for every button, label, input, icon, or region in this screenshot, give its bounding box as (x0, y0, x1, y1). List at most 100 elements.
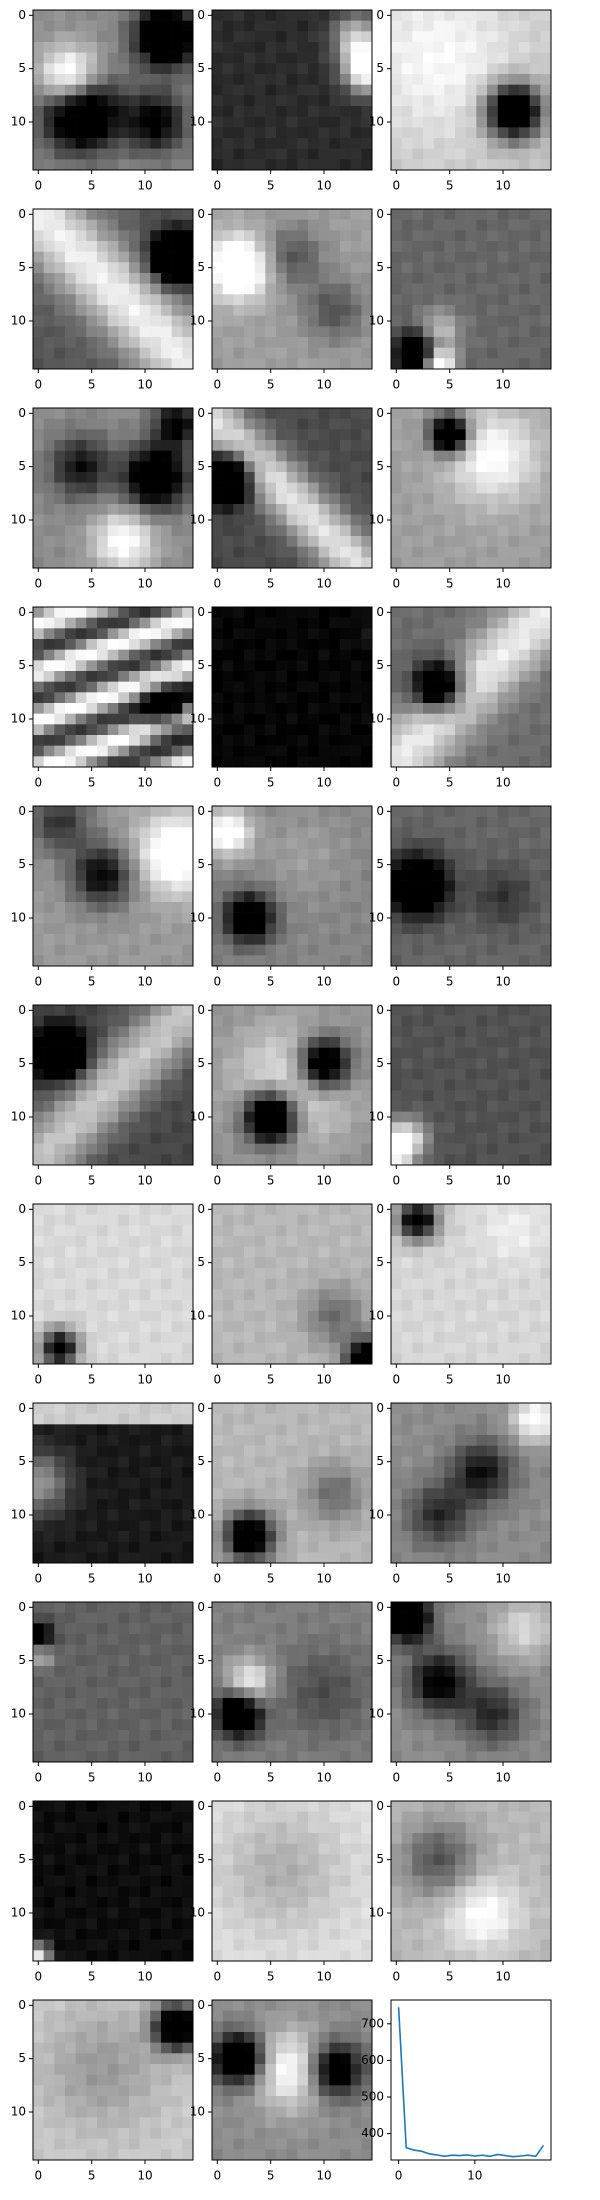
heatmap-cell (444, 724, 456, 736)
heatmap-cell (107, 209, 119, 220)
heatmap-cell (519, 649, 530, 661)
heatmap-cell (86, 880, 98, 892)
heatmap-cell (171, 1204, 183, 1215)
heatmap-cell (361, 1037, 373, 1048)
heatmap-cell (508, 429, 520, 441)
x-tick-label: 5 (446, 1174, 454, 1188)
heatmap-cell (254, 827, 266, 839)
heatmap-cell (54, 649, 66, 661)
heatmap-cell (308, 827, 319, 839)
heatmap-cell (54, 1257, 66, 1269)
heatmap-cell (508, 1268, 520, 1279)
heatmap-cell (361, 1005, 373, 1016)
heatmap-cell (455, 1026, 466, 1038)
heatmap-cell (391, 1300, 402, 1311)
heatmap-cell (318, 1236, 330, 1247)
x-tick-label: 5 (267, 776, 275, 790)
heatmap-cell (391, 347, 402, 359)
heatmap-cell (254, 138, 266, 149)
heatmap-cell (182, 671, 194, 682)
x-tick-label: 5 (88, 179, 96, 193)
heatmap-cell (519, 273, 530, 284)
heatmap-cell (97, 1214, 108, 1226)
heatmap-cell (433, 148, 445, 160)
heatmap-cell (391, 504, 402, 515)
heatmap-cell (222, 251, 234, 263)
heatmap-cell (54, 870, 66, 881)
heatmap-cell (318, 806, 330, 817)
heatmap-cell (244, 1225, 255, 1237)
heatmap-cell (222, 681, 234, 693)
heatmap-cell (233, 1300, 245, 1311)
heatmap-cell (233, 1058, 245, 1070)
heatmap-cell (212, 1005, 223, 1016)
heatmap-cell (540, 660, 552, 672)
heatmap-cell (465, 546, 477, 558)
heatmap-cell (329, 241, 341, 252)
heatmap-cell (455, 84, 466, 96)
heatmap-cell (244, 1037, 255, 1048)
heatmap-cell (86, 241, 98, 252)
heatmap-cell (497, 1332, 509, 1343)
heatmap-cell (476, 461, 488, 473)
heatmap-cell (54, 1069, 66, 1080)
heatmap-cell (244, 74, 255, 85)
heatmap-cell (529, 1143, 541, 1155)
heatmap-cell (150, 1154, 162, 1166)
heatmap-cell (529, 1342, 541, 1354)
heatmap-cell (444, 525, 456, 537)
heatmap-cell (118, 1332, 130, 1343)
heatmap-cell (265, 891, 277, 903)
heatmap-cell (233, 262, 245, 274)
heatmap-cell (529, 305, 541, 316)
heatmap-cell (329, 1122, 341, 1134)
heatmap-cell (65, 1111, 76, 1123)
heatmap-cell (297, 1079, 309, 1091)
heatmap-cell (455, 1079, 466, 1091)
heatmap-cell (318, 1321, 330, 1333)
heatmap-cell (212, 20, 223, 32)
heatmap-cell (33, 209, 44, 220)
heatmap-cell (361, 724, 373, 736)
heatmap-cell (519, 493, 530, 505)
heatmap-cell (308, 20, 319, 32)
heatmap-cell (508, 735, 520, 746)
heatmap-cell (97, 1246, 108, 1258)
heatmap-cell (329, 1047, 341, 1059)
heatmap-cell (340, 326, 351, 338)
heatmap-cell (487, 1332, 498, 1343)
heatmap-cell (540, 440, 552, 451)
heatmap-cell (361, 745, 373, 757)
heatmap-cell (97, 1079, 108, 1091)
heatmap-cell (318, 838, 330, 849)
heatmap-cell (182, 450, 194, 462)
heatmap-cell (33, 1005, 44, 1016)
heatmap-cell (212, 1101, 223, 1112)
heatmap-cell (340, 607, 351, 618)
heatmap-cell (54, 1310, 66, 1322)
heatmap-cell (401, 880, 413, 892)
x-tick-label: 0 (393, 179, 401, 193)
heatmap-cell (540, 756, 552, 768)
heatmap-cell (476, 31, 488, 43)
heatmap-cell (161, 1268, 172, 1279)
heatmap-cell (455, 806, 466, 817)
heatmap-cell (412, 337, 424, 348)
heatmap-cell (465, 628, 477, 640)
heatmap-cell (391, 273, 402, 284)
heatmap-cell (54, 440, 66, 451)
heatmap-cell (75, 955, 87, 967)
heatmap-cell (265, 461, 277, 473)
heatmap-cell (107, 408, 119, 419)
heatmap-cell (139, 671, 151, 682)
heatmap-cell (412, 649, 424, 661)
heatmap-cell (222, 429, 234, 441)
heatmap-cell (329, 1332, 341, 1343)
heatmap-cell (75, 1058, 87, 1070)
heatmap-cell (465, 1154, 477, 1166)
heatmap-cell (97, 482, 108, 494)
heatmap-cell (476, 1026, 488, 1038)
heatmap-cell (222, 408, 234, 419)
